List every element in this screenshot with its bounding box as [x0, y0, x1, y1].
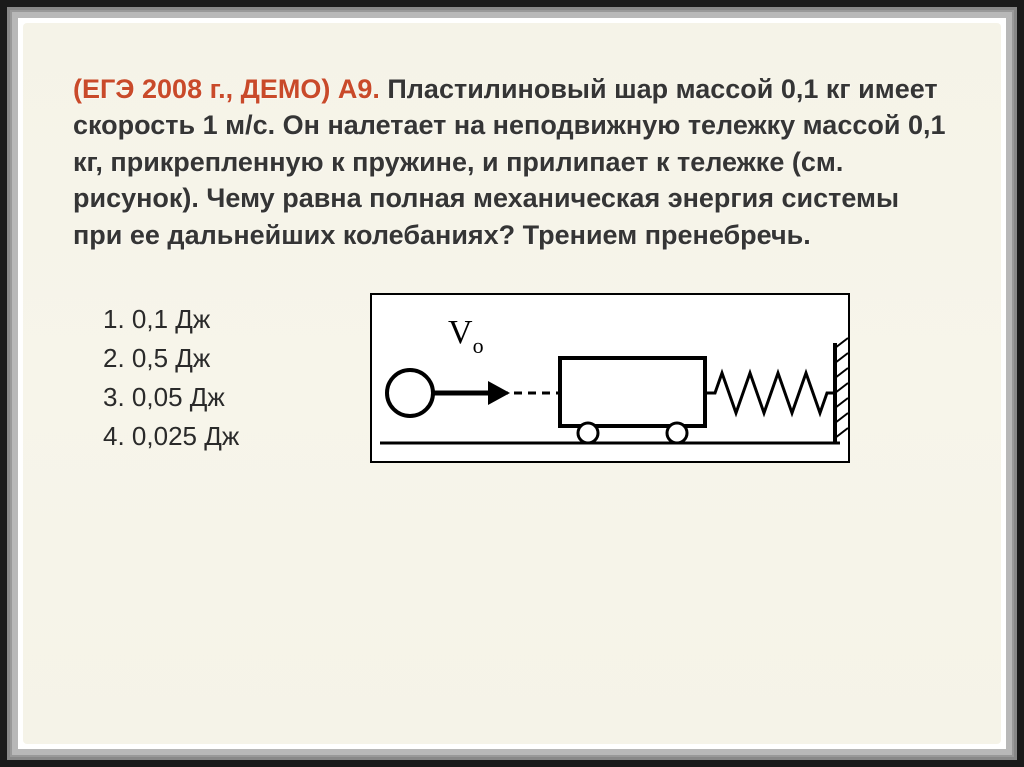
cart-wheel	[578, 423, 598, 443]
slide-content: (ЕГЭ 2008 г., ДЕМО) А9. Пластилиновый ша…	[23, 23, 1001, 503]
problem-statement: (ЕГЭ 2008 г., ДЕМО) А9. Пластилиновый ша…	[73, 71, 951, 253]
diagram-svg: Vо	[370, 293, 850, 463]
answer-option: 0,025 Дж	[103, 417, 239, 456]
answer-option: 0,05 Дж	[103, 378, 239, 417]
physics-diagram: Vо	[269, 293, 951, 463]
ball-icon	[387, 370, 433, 416]
slide-background: (ЕГЭ 2008 г., ДЕМО) А9. Пластилиновый ша…	[23, 23, 1001, 744]
answer-list: 0,1 Дж 0,5 Дж 0,05 Дж 0,025 Дж	[93, 300, 239, 456]
cart-wheel	[667, 423, 687, 443]
answer-option: 0,1 Дж	[103, 300, 239, 339]
cart-body	[560, 358, 705, 426]
problem-source-label: (ЕГЭ 2008 г., ДЕМО) А9.	[73, 74, 380, 104]
bottom-section: 0,1 Дж 0,5 Дж 0,05 Дж 0,025 Дж	[73, 293, 951, 463]
answer-option: 0,5 Дж	[103, 339, 239, 378]
slide-outer-frame: (ЕГЭ 2008 г., ДЕМО) А9. Пластилиновый ша…	[7, 7, 1017, 760]
